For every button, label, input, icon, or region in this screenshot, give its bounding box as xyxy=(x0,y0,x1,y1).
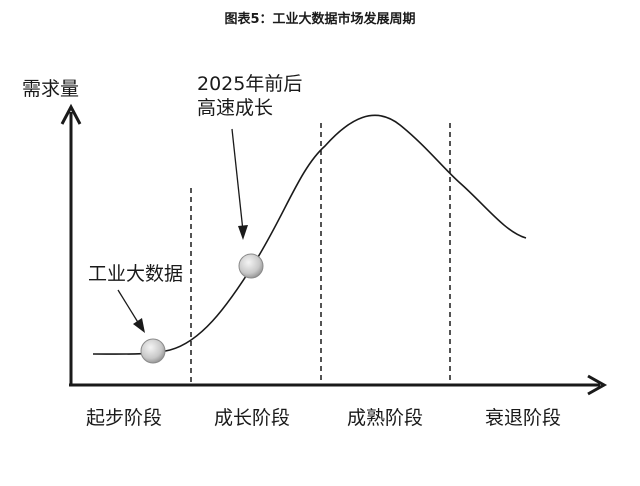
annotation-start: 工业大数据 xyxy=(88,262,183,286)
stage-label-growth: 成长阶段 xyxy=(214,407,291,429)
y-axis-label: 需求量 xyxy=(22,78,80,100)
annotation-arrow-growth xyxy=(231,128,244,232)
marker-start xyxy=(140,338,166,364)
annotation-growth-line-1: 2025年前后 xyxy=(197,73,303,95)
annotation-growth-line-2: 高速成长 xyxy=(197,97,274,119)
annotation-arrow-start xyxy=(117,289,140,325)
marker-growth xyxy=(238,253,264,279)
stage-label-mature: 成熟阶段 xyxy=(347,407,424,429)
lifecycle-curve xyxy=(92,114,527,355)
stage-label-start: 起步阶段 xyxy=(86,407,163,429)
annotation-arrowhead-growth xyxy=(238,225,248,240)
annotation-start-line-1: 工业大数据 xyxy=(88,263,184,285)
x-axis-arrowhead xyxy=(587,374,608,396)
y-axis-arrowhead xyxy=(60,103,82,125)
annotation-growth: 2025年前后 高速成长 xyxy=(197,72,302,120)
stage-label-decline: 衰退阶段 xyxy=(485,407,562,429)
chart-title: 图表5：工业大数据市场发展周期 xyxy=(224,12,416,27)
annotation-arrowhead-start xyxy=(133,318,145,333)
